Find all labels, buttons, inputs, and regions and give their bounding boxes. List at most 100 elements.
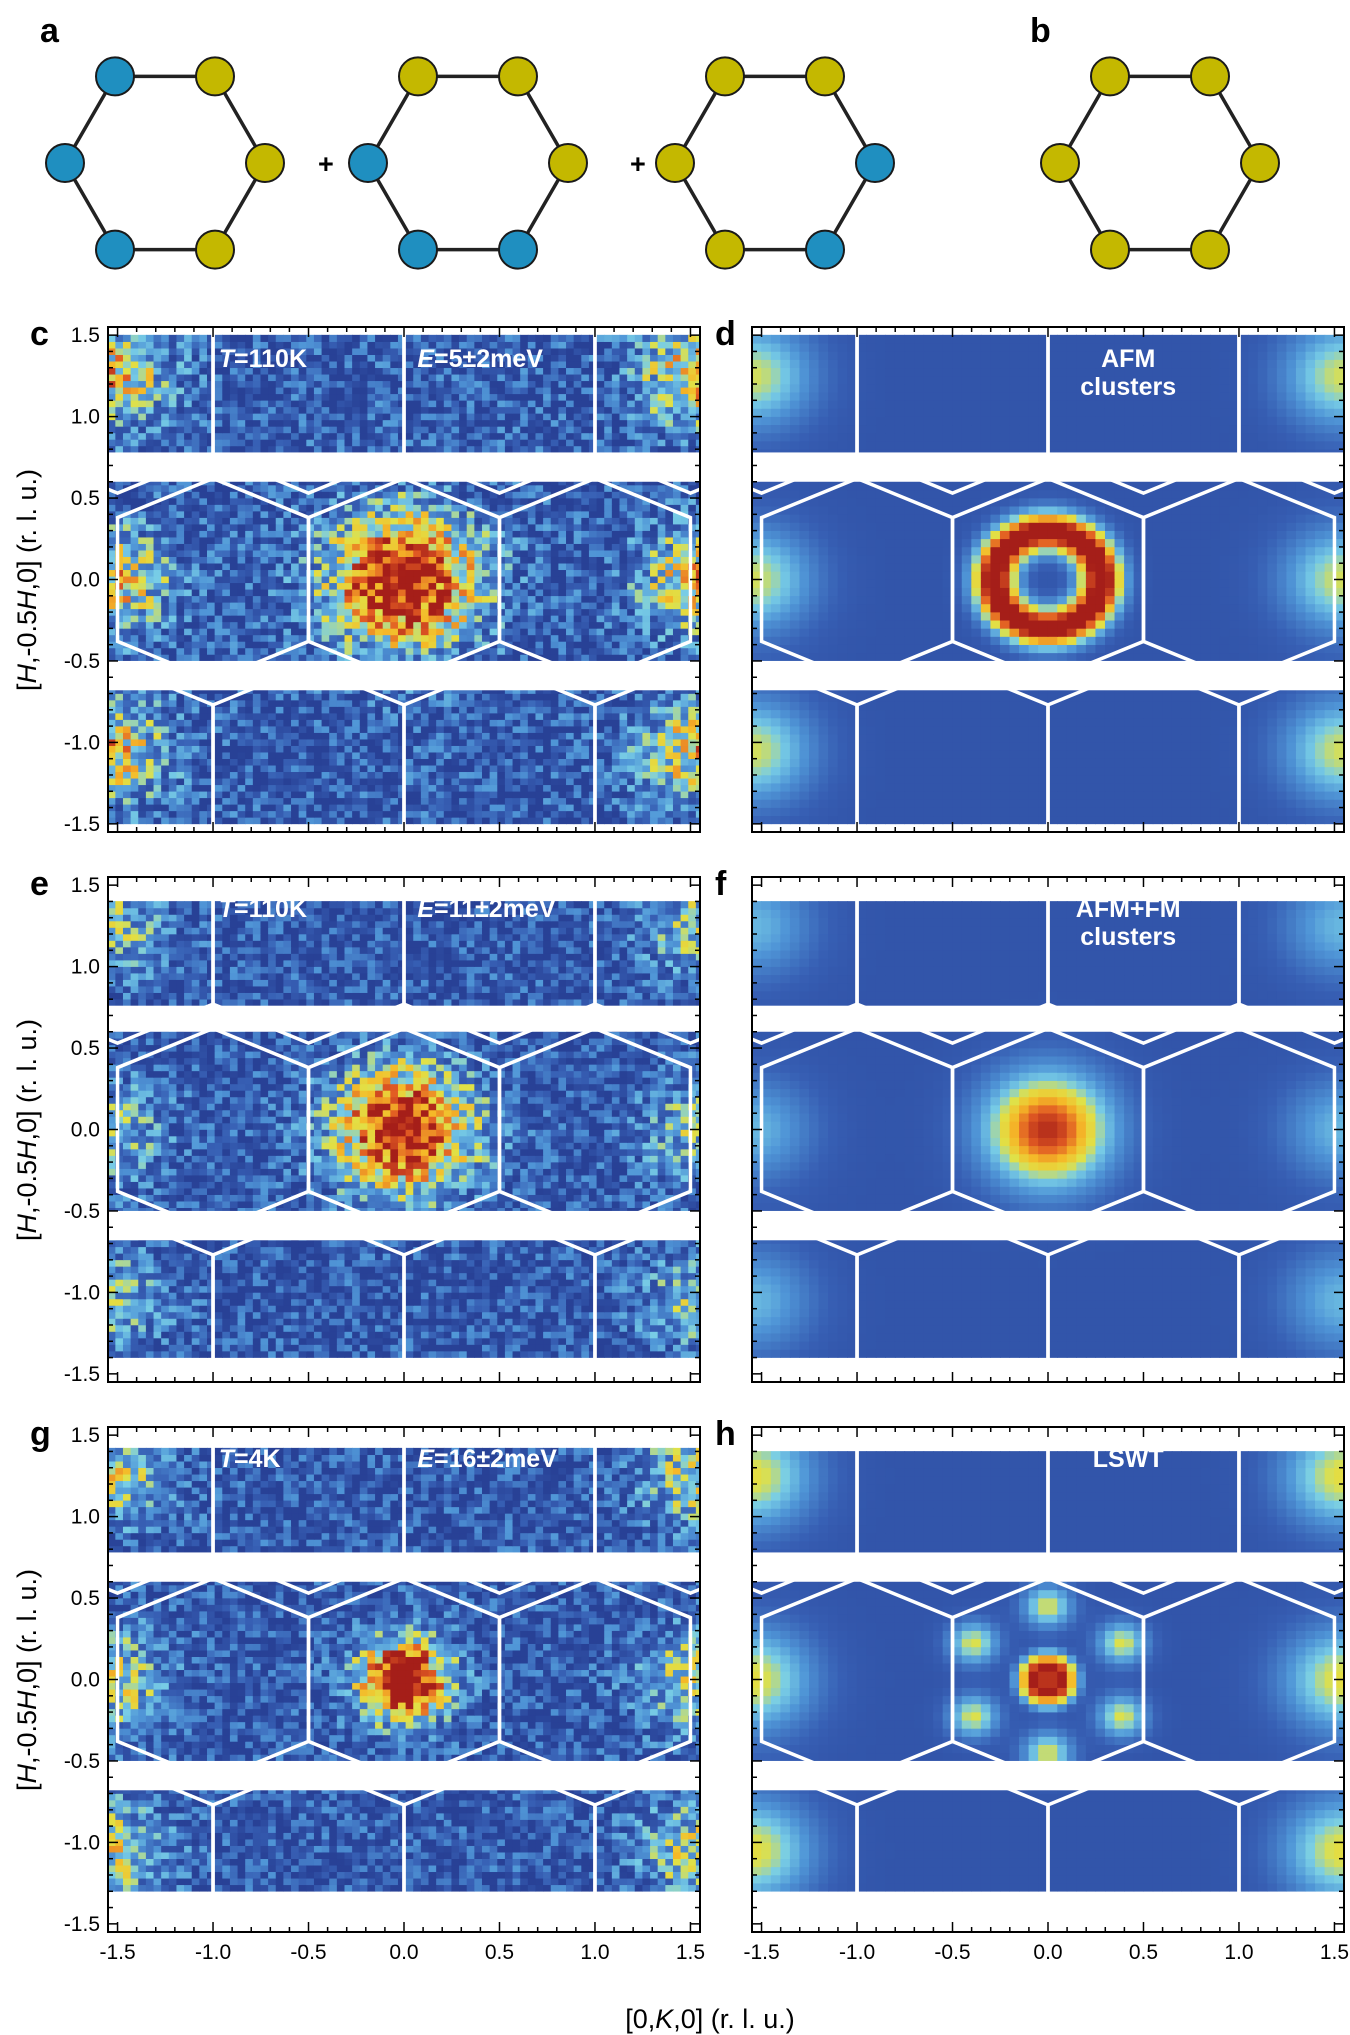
heatmap-pixel [642,817,651,825]
heatmap-pixel [229,543,239,551]
heatmap-pixel [650,738,659,746]
heatmap-pixel [474,699,483,707]
heatmap-pixel [650,556,659,564]
heatmap-pixel [680,654,689,662]
heatmap-pixel [497,562,506,571]
heatmap-pixel [413,804,422,812]
heatmap-pixel [191,536,200,544]
heatmap-pixel [313,738,323,746]
heatmap-pixel [428,693,437,701]
heatmap-pixel [611,510,621,518]
heatmap-pixel [672,745,682,753]
heatmap-pixel [191,497,200,505]
heatmap-pixel [153,569,162,577]
heatmap-pixel [558,504,567,512]
heatmap-pixel [413,588,422,597]
heatmap-pixel [634,523,644,531]
heatmap-pixel [359,497,369,505]
heatmap-pixel [252,706,262,714]
heatmap-pixel [405,784,414,792]
heatmap-pixel [252,719,262,727]
heatmap-pixel [237,602,246,610]
heatmap-pixel [420,517,430,525]
heatmap-pixel [566,790,575,799]
heatmap-pixel [665,745,674,753]
heatmap-pixel [504,719,514,727]
heatmap-pixel [122,491,132,499]
heatmap-pixel [199,523,208,531]
heatmap-pixel [413,439,422,447]
heatmap-pixel [191,615,200,623]
heatmap-pixel [168,771,178,779]
heatmap-pixel [627,784,636,792]
heatmap-pixel [359,602,369,610]
heatmap-pixel [604,562,613,571]
heatmap-pixel [122,712,132,720]
heatmap-pixel [474,628,483,636]
heatmap-pixel [291,699,300,707]
heatmap-pixel [405,817,414,825]
heatmap-pixel [566,817,575,825]
heatmap-pixel [543,439,552,447]
heatmap-pixel [573,745,582,753]
heatmap-pixel [222,745,231,753]
heatmap-pixel [336,543,346,551]
heatmap-pixel [688,562,697,571]
heatmap-pixel [176,439,185,447]
heatmap-pixel [588,751,598,759]
heatmap-pixel [543,699,552,707]
heatmap-pixel [497,575,506,584]
heatmap-pixel [184,745,193,753]
heatmap-pixel [588,647,598,655]
heatmap-pixel [375,706,384,714]
heatmap-pixel [199,491,208,499]
heatmap-pixel [352,706,361,714]
heatmap-pixel [145,725,155,733]
heatmap-pixel [451,628,460,636]
heatmap-pixel [650,634,659,642]
heatmap-pixel [336,719,346,727]
heatmap-pixel [680,738,689,746]
heatmap-pixel [153,419,162,427]
heatmap-pixel [161,615,170,623]
heatmap-pixel [168,497,178,505]
heatmap-pixel [344,719,353,727]
heatmap-pixel [115,445,124,453]
heatmap-pixel [634,497,644,505]
heatmap-pixel [352,445,361,453]
heatmap-pixel [336,491,346,499]
heatmap-pixel [619,732,628,740]
heatmap-pixel [191,575,200,584]
heatmap-pixel [245,628,254,636]
heatmap-pixel [245,699,254,707]
heatmap-pixel [413,608,422,616]
heatmap-pixel [306,817,315,825]
heatmap-pixel [520,484,529,492]
heatmap-pixel [497,608,506,616]
heatmap-pixel [291,719,300,727]
heatmap-pixel [420,504,430,512]
heatmap-pixel [619,588,628,597]
heatmap-pixel [619,647,628,655]
heatmap-pixel [344,777,353,786]
heatmap-pixel [336,595,346,603]
heatmap-pixel [489,706,498,714]
heatmap-pixel [352,504,361,512]
heatmap-pixel [688,517,697,525]
spin-site [1190,56,1230,97]
heatmap-pixel [367,439,376,447]
heatmap-pixel [252,693,262,701]
heatmap-pixel [481,504,491,512]
heatmap-pixel [634,758,644,766]
heatmap-pixel [275,693,284,701]
heatmap-pixel [336,615,346,623]
heatmap-pixel [611,497,621,505]
heatmap-pixel [588,536,598,544]
heatmap-pixel [512,777,521,786]
heatmap-pixel [680,712,689,720]
heatmap-pixel [138,406,147,414]
heatmap-pixel [252,419,262,427]
heatmap-pixel [695,426,700,434]
heatmap-pixel [588,517,598,525]
heatmap-pixel [535,510,544,518]
